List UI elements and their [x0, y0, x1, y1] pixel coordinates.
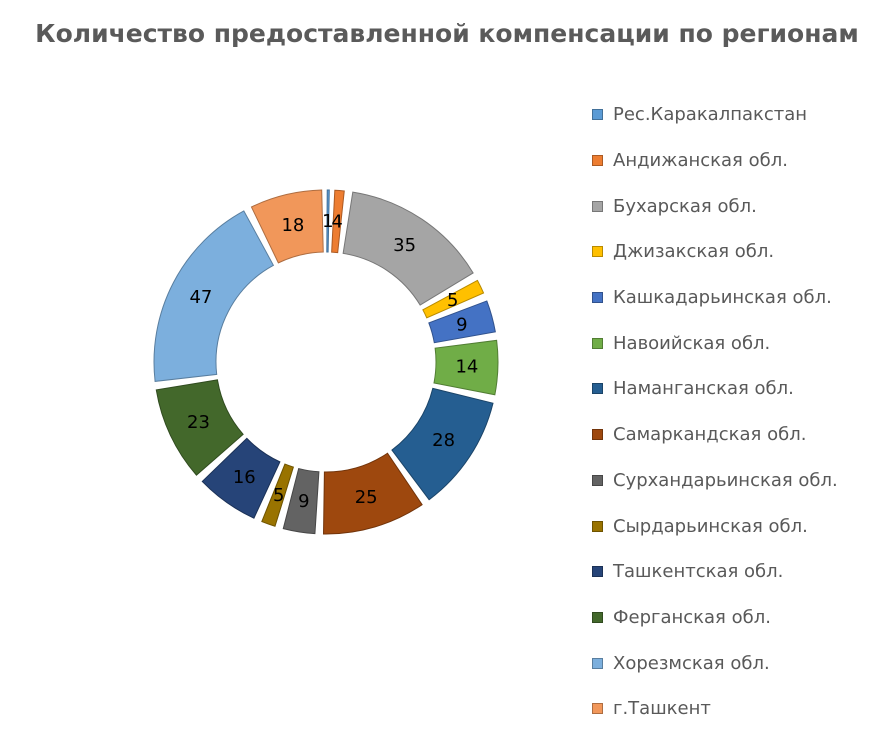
- legend-label: Джизакская обл.: [613, 241, 775, 263]
- slice-13: [153, 210, 275, 382]
- legend-swatch: [592, 200, 603, 212]
- slice-6: [433, 339, 499, 396]
- slice-label-14: 18: [281, 215, 304, 236]
- slice-label-7: 28: [432, 430, 455, 451]
- slice-8: [323, 452, 423, 535]
- legend-label: Самаркандская обл.: [613, 424, 807, 446]
- slice-label-3: 35: [393, 235, 416, 256]
- legend-label: Сырдарьинская обл.: [613, 515, 808, 537]
- slice-label-6: 14: [455, 357, 478, 378]
- slice-10: [261, 463, 295, 527]
- legend-item: Сурхандарьинская обл.: [592, 458, 892, 504]
- legend-swatch: [592, 109, 603, 121]
- slice-4: [422, 279, 485, 319]
- slice-label-4: 5: [447, 290, 458, 311]
- legend-swatch: [592, 383, 603, 395]
- legend-swatch: [592, 520, 603, 532]
- legend-swatch: [592, 474, 603, 486]
- doughnut-slices: [153, 189, 499, 535]
- slice-label-9: 9: [298, 491, 309, 512]
- legend-label: Ферганская обл.: [613, 606, 771, 628]
- slice-label-1: 1: [322, 211, 333, 232]
- legend-label: Хорезмская обл.: [613, 652, 770, 674]
- legend-label: Рес.Каракалпакстан: [613, 104, 808, 126]
- slice-9: [282, 467, 320, 535]
- legend-swatch: [592, 703, 603, 715]
- slice-3: [342, 191, 474, 306]
- legend-item: г.Ташкент: [592, 686, 892, 732]
- legend-label: Сурхандарьинская обл.: [613, 469, 838, 491]
- legend-swatch: [592, 429, 603, 441]
- legend-swatch: [592, 657, 603, 669]
- legend-swatch: [592, 611, 603, 623]
- chart-title: Количество предоставленной компенсации п…: [35, 19, 859, 48]
- slice-1: [326, 189, 330, 253]
- legend-label: Андижанская обл.: [613, 150, 788, 172]
- slice-label-8: 25: [355, 487, 378, 508]
- legend-item: Рес.Каракалпакстан: [592, 92, 892, 138]
- legend-label: Ташкентская обл.: [613, 561, 784, 583]
- slice-12: [155, 379, 244, 476]
- legend-item: Кашкадарьинская обл.: [592, 275, 892, 321]
- legend-item: Ташкентская обл.: [592, 549, 892, 595]
- legend-item: Навоийская обл.: [592, 320, 892, 366]
- legend-label: Кашкадарьинская обл.: [613, 287, 832, 309]
- legend-label: г.Ташкент: [613, 698, 711, 720]
- legend-item: Хорезмская обл.: [592, 640, 892, 686]
- legend-swatch: [592, 337, 603, 349]
- slice-label-13: 47: [189, 287, 212, 308]
- legend-item: Андижанская обл.: [592, 138, 892, 184]
- legend-item: Сырдарьинская обл.: [592, 503, 892, 549]
- slice-label-2: 4: [331, 211, 342, 232]
- slice-label-10: 5: [273, 485, 284, 506]
- slice-label-11: 16: [233, 467, 256, 488]
- chart-legend: Рес.Каракалпакстан Андижанская обл. Бухарс…: [592, 92, 892, 732]
- slice-7: [391, 387, 494, 501]
- legend-item: Джизакская обл.: [592, 229, 892, 275]
- slice-5: [428, 300, 496, 344]
- slice-14: [250, 189, 324, 264]
- slice-label-5: 9: [456, 315, 467, 336]
- legend-swatch: [592, 566, 603, 578]
- legend-swatch: [592, 292, 603, 304]
- slice-2: [331, 189, 345, 254]
- legend-item: Бухарская обл.: [592, 183, 892, 229]
- legend-item: Наманганская обл.: [592, 366, 892, 412]
- legend-item: Самаркандская обл.: [592, 412, 892, 458]
- legend-label: Навоийская обл.: [613, 332, 771, 354]
- legend-swatch: [592, 246, 603, 258]
- legend-label: Наманганская обл.: [613, 378, 794, 400]
- legend-label: Бухарская обл.: [613, 195, 757, 217]
- slice-11: [201, 437, 281, 519]
- slice-label-12: 23: [187, 412, 210, 433]
- legend-item: Ферганская обл.: [592, 595, 892, 641]
- legend-swatch: [592, 155, 603, 167]
